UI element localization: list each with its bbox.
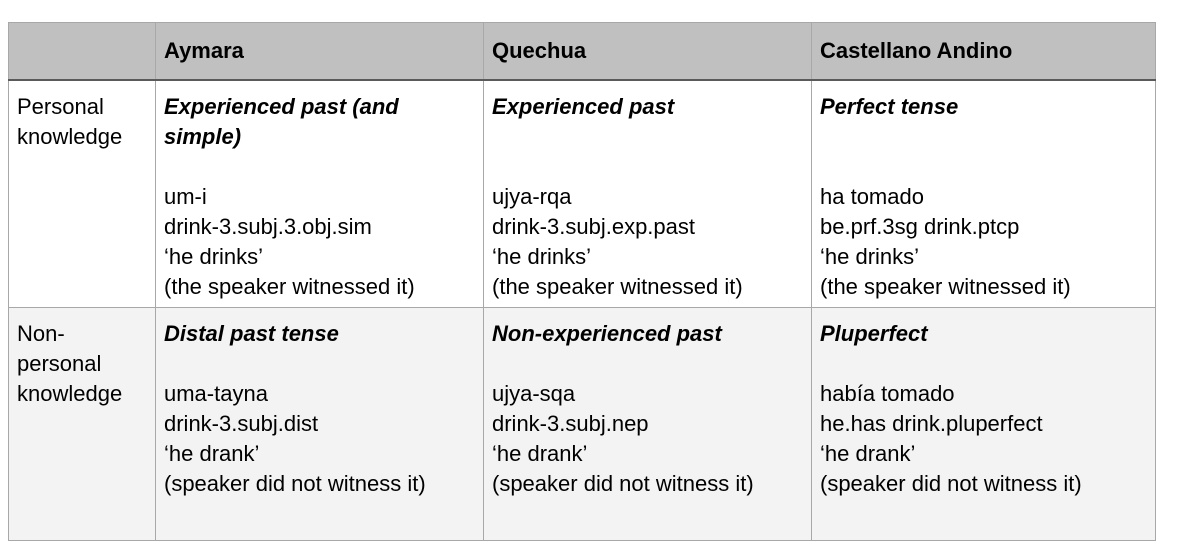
header-quechua: Quechua xyxy=(483,22,812,81)
example-note: (speaker did not witness it) xyxy=(164,471,426,496)
cell-heading: Experienced past (and simple) xyxy=(164,94,399,149)
cell-spacer xyxy=(164,349,475,379)
cell-spacer xyxy=(820,152,1147,182)
example-gloss: be.prf.3sg drink.ptcp xyxy=(820,214,1020,239)
row-label-cell: Personal knowledge xyxy=(8,79,156,308)
cell-spacer xyxy=(492,152,803,182)
row-label: Personal knowledge xyxy=(17,94,123,149)
cell-heading: Experienced past xyxy=(492,94,675,119)
cell-heading: Distal past tense xyxy=(164,321,339,346)
cell-spacer xyxy=(164,152,475,182)
table-header: Aymara Quechua Castellano Andino xyxy=(8,22,1156,81)
example-translation: ‘he drinks’ xyxy=(820,244,920,269)
example-translation: ‘he drank’ xyxy=(820,441,916,466)
example-form: había tomado xyxy=(820,381,955,406)
example-form: ujya-rqa xyxy=(492,184,572,209)
cell-aymara-non-personal: Distal past tense uma-tayna drink-3.subj… xyxy=(155,307,484,541)
cell-heading: Perfect tense xyxy=(820,94,959,119)
cell-spacer xyxy=(492,122,803,152)
example-gloss: drink-3.subj.nep xyxy=(492,411,649,436)
header-row: Aymara Quechua Castellano Andino xyxy=(8,22,1156,81)
cell-heading: Non-experienced past xyxy=(492,321,722,346)
example-gloss: drink-3.subj.dist xyxy=(164,411,319,436)
example-gloss: he.has drink.pluperfect xyxy=(820,411,1043,436)
cell-heading: Pluperfect xyxy=(820,321,928,346)
example-translation: ‘he drank’ xyxy=(492,441,588,466)
header-corner-cell xyxy=(8,22,156,81)
evidentiality-table-container: Aymara Quechua Castellano Andino Persona… xyxy=(8,22,1156,541)
example-translation: ‘he drinks’ xyxy=(164,244,264,269)
example-form: ujya-sqa xyxy=(492,381,576,406)
cell-castellano-personal: Perfect tense ha tomado be.prf.3sg drink… xyxy=(811,79,1156,308)
example-note: (the speaker witnessed it) xyxy=(492,274,743,299)
row-label-cell: Non-personal knowledge xyxy=(8,307,156,541)
cell-spacer xyxy=(492,349,803,379)
header-aymara: Aymara xyxy=(155,22,484,81)
example-translation: ‘he drinks’ xyxy=(492,244,592,269)
header-castellano-andino: Castellano Andino xyxy=(811,22,1156,81)
example-note: (the speaker witnessed it) xyxy=(164,274,415,299)
cell-spacer xyxy=(820,122,1147,152)
cell-aymara-personal: Experienced past (and simple) um-i drink… xyxy=(155,79,484,308)
table-row-personal-knowledge: Personal knowledge Experienced past (and… xyxy=(8,79,1156,308)
example-note: (the speaker witnessed it) xyxy=(820,274,1071,299)
cell-quechua-personal: Experienced past ujya-rqa drink-3.subj.e… xyxy=(483,79,812,308)
example-form: ha tomado xyxy=(820,184,924,209)
cell-spacer xyxy=(820,349,1147,379)
example-form: um-i xyxy=(164,184,207,209)
example-note: (speaker did not witness it) xyxy=(820,471,1082,496)
evidentiality-table: Aymara Quechua Castellano Andino Persona… xyxy=(8,22,1156,541)
example-gloss: drink-3.subj.3.obj.sim xyxy=(164,214,372,239)
cell-quechua-non-personal: Non-experienced past ujya-sqa drink-3.su… xyxy=(483,307,812,541)
example-gloss: drink-3.subj.exp.past xyxy=(492,214,695,239)
example-form: uma-tayna xyxy=(164,381,268,406)
example-note: (speaker did not witness it) xyxy=(492,471,754,496)
row-label: Non-personal knowledge xyxy=(17,321,123,406)
example-translation: ‘he drank’ xyxy=(164,441,260,466)
cell-castellano-non-personal: Pluperfect había tomado he.has drink.plu… xyxy=(811,307,1156,541)
table-row-non-personal-knowledge: Non-personal knowledge Distal past tense… xyxy=(8,307,1156,541)
